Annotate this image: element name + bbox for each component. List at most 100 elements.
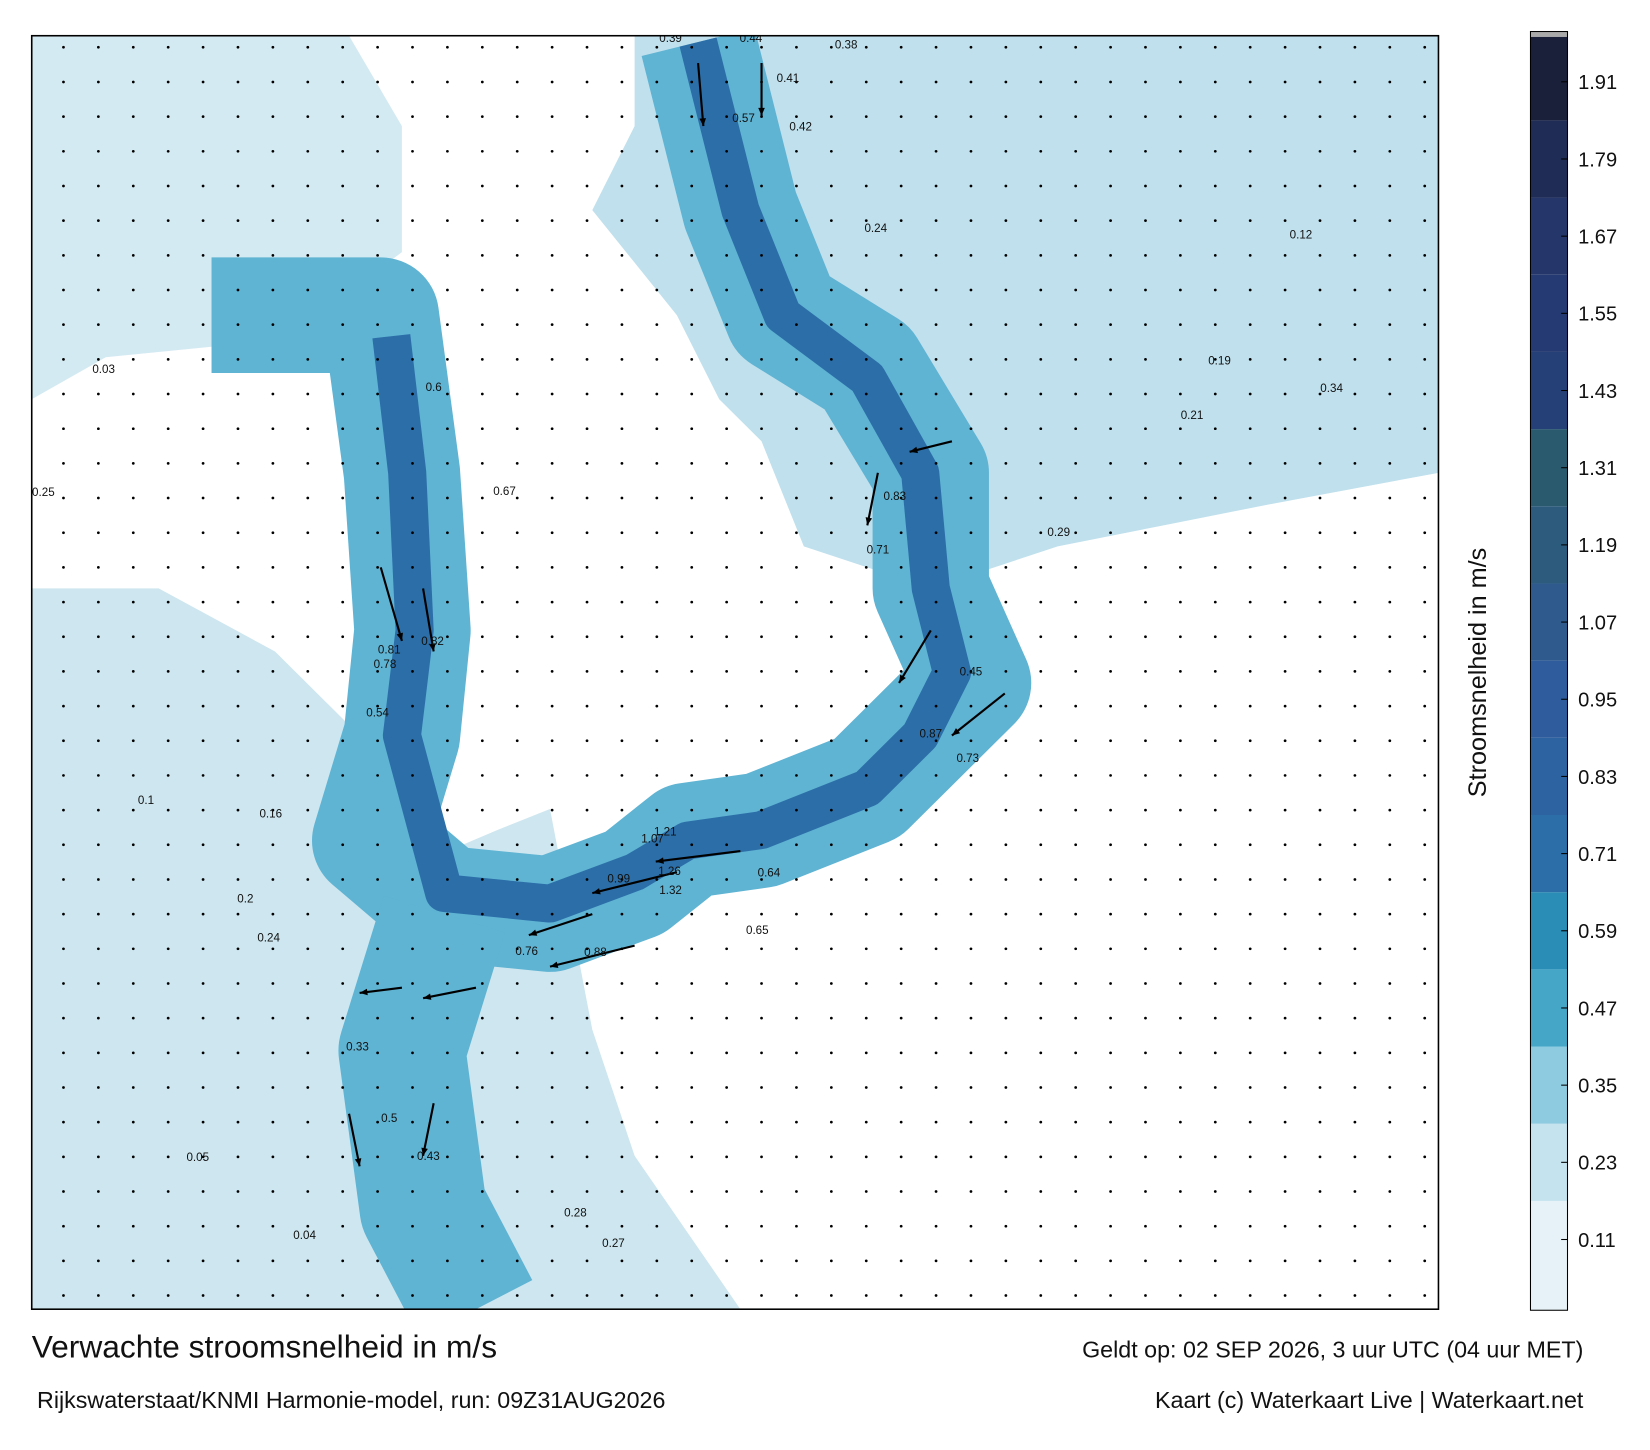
vector-dot: [1039, 392, 1043, 396]
vector-dot: [376, 670, 379, 673]
vector-dot: [376, 184, 379, 188]
vector-dot: [446, 427, 449, 431]
vector-dot: [1353, 808, 1357, 812]
vector-dot: [760, 670, 763, 673]
vector-dot: [1004, 531, 1008, 535]
vector-dot: [1248, 323, 1252, 327]
vector-dot: [585, 982, 589, 985]
vector-dot: [1039, 843, 1043, 847]
speed-label: 0.25: [32, 487, 55, 499]
vector-dot: [306, 739, 310, 743]
vector-dot: [969, 45, 973, 49]
vector-dot: [341, 947, 345, 951]
vector-dot: [236, 670, 240, 673]
vector-dot: [411, 1190, 414, 1193]
vector-dot: [515, 739, 519, 743]
vector-dot: [1039, 808, 1043, 812]
vector-dot: [480, 1155, 484, 1159]
arrow-head: [909, 446, 918, 454]
vector-dot: [1039, 1224, 1043, 1228]
vector-dot: [1248, 1086, 1252, 1089]
vector-dot: [1423, 1259, 1427, 1263]
vector-dot: [1039, 149, 1043, 153]
vector-dot: [1318, 149, 1322, 153]
vector-dot: [690, 288, 694, 292]
vector-dot: [899, 774, 903, 777]
vector-dot: [376, 635, 379, 639]
vector-dot: [201, 1155, 205, 1159]
speed-label: 0.12: [1290, 230, 1313, 242]
vector-dot: [1283, 739, 1287, 743]
vector-dot: [1213, 774, 1217, 777]
vector-dot: [271, 878, 275, 881]
vector-dot: [480, 115, 484, 118]
vector-dot: [1074, 982, 1078, 985]
vector-dot: [96, 323, 100, 327]
vector-dot: [1213, 1086, 1217, 1089]
vector-dot: [1388, 531, 1392, 535]
vector-dot: [1144, 670, 1147, 673]
speed-label: 0.83: [883, 491, 906, 503]
vector-dot: [829, 496, 833, 500]
speed-label: 0.76: [515, 946, 538, 958]
vector-dot: [341, 496, 345, 500]
vector-dot: [306, 45, 310, 49]
vector-dot: [1248, 288, 1252, 292]
vector-dot: [1039, 219, 1043, 223]
vector-dot: [550, 496, 554, 500]
vector-dot: [969, 1224, 973, 1228]
vector-dot: [1283, 1016, 1287, 1020]
vector-dot: [1248, 704, 1252, 708]
vector-dot: [62, 1120, 65, 1124]
vector-dot: [131, 115, 135, 118]
vector-dot: [1179, 45, 1182, 49]
vector-dot: [271, 1016, 275, 1020]
current-arrow: [528, 913, 593, 937]
colorbar-tick-label: 1.55: [1578, 304, 1617, 326]
vector-dot: [585, 1224, 589, 1228]
current-arrow: [951, 692, 1006, 737]
vector-dot: [411, 427, 414, 431]
vector-dot: [1179, 357, 1182, 361]
vector-dot: [236, 1051, 240, 1055]
vector-dot: [1388, 739, 1392, 743]
vector-dot: [725, 1086, 729, 1089]
vector-dot: [690, 253, 694, 257]
vector-dot: [446, 1259, 449, 1263]
vector-dot: [620, 1259, 624, 1263]
vector-dot: [166, 496, 170, 500]
vector-dot: [1004, 670, 1008, 673]
vector-dot: [690, 878, 694, 881]
vector-dot: [585, 427, 589, 431]
vector-dot: [725, 1224, 729, 1228]
vector-dot: [690, 704, 694, 708]
vector-dot: [585, 774, 589, 777]
vector-dot: [620, 670, 624, 673]
vector-dot: [969, 566, 973, 569]
vector-dot: [1074, 1259, 1078, 1263]
colorbar-tick-label: 1.31: [1578, 458, 1617, 480]
vector-dot: [201, 323, 205, 327]
vector-dot: [655, 80, 659, 84]
vector-dot: [864, 531, 868, 535]
vector-dot: [1388, 219, 1392, 223]
vector-dot: [690, 843, 694, 847]
vector-dot: [1283, 253, 1287, 257]
vector-dot: [620, 1051, 624, 1055]
vector-dot: [829, 288, 833, 292]
vector-dot: [376, 878, 379, 881]
vector-dot: [1004, 1016, 1008, 1020]
vector-dot: [1144, 878, 1147, 881]
vector-dot: [1074, 878, 1078, 881]
speed-label: 0.42: [789, 121, 812, 133]
vector-dot: [341, 149, 345, 153]
vector-dot: [1248, 1016, 1252, 1020]
vector-dot: [934, 912, 938, 916]
vector-dot: [62, 878, 65, 881]
vector-dot: [725, 288, 729, 292]
vector-dot: [201, 843, 205, 847]
vector-dot: [899, 1051, 903, 1055]
vector-dot: [62, 1086, 65, 1089]
vector-dot: [1004, 1190, 1008, 1193]
vector-dot: [1144, 947, 1147, 951]
